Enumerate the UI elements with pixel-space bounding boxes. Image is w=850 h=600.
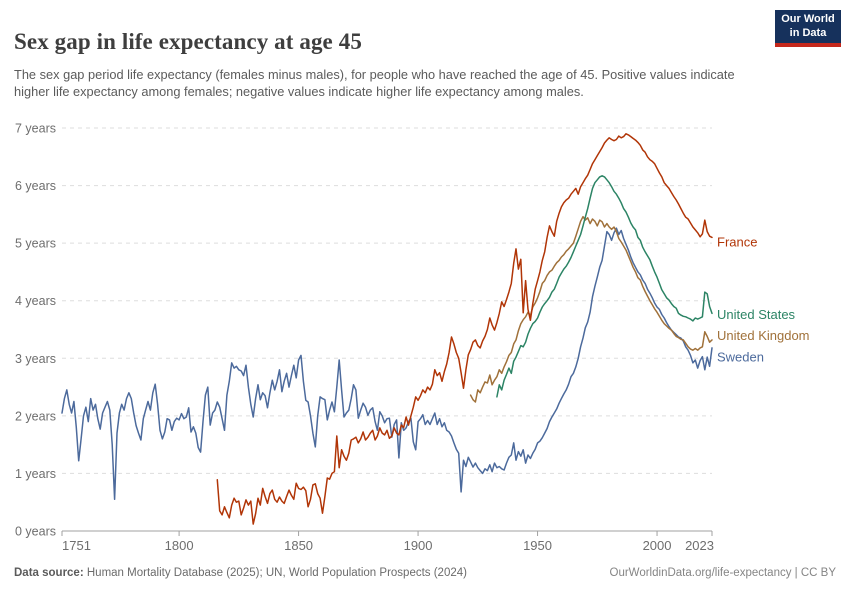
owid-logo[interactable]: Our World in Data [775,10,841,47]
chart-subtitle: The sex gap period life expectancy (fema… [14,66,735,100]
series-label-united-states[interactable]: United States [717,307,796,322]
page-title: Sex gap in life expectancy at age 45 [14,29,362,55]
y-tick-label: 0 years [15,525,56,539]
y-tick-label: 2 years [15,409,56,423]
x-tick-label: 2023 [685,538,714,553]
x-tick-label: 1850 [284,538,313,553]
y-tick-label: 6 years [15,179,56,193]
series-line-united-kingdom[interactable] [469,215,713,403]
footer-link[interactable]: OurWorldinData.org/life-expectancy | CC … [609,567,836,579]
series-label-united-kingdom[interactable]: United Kingdom [717,328,810,343]
x-tick-label: 1900 [404,538,433,553]
y-tick-label: 5 years [15,237,56,251]
x-tick-label: 1950 [523,538,552,553]
y-tick-label: 4 years [15,294,56,308]
data-source-label: Data source: [14,567,84,579]
x-tick-label: 1751 [62,538,91,553]
y-tick-label: 3 years [15,352,56,366]
series-line-france[interactable] [216,133,713,525]
series-label-sweden[interactable]: Sweden [717,350,764,365]
series-line-united-states[interactable] [496,175,713,398]
data-source-text: Human Mortality Database (2025); UN, Wor… [83,567,467,579]
y-tick-label: 7 years [15,122,56,136]
series-label-france[interactable]: France [717,234,757,249]
chart-footer: Data source: Human Mortality Database (2… [14,567,836,579]
x-tick-label: 2000 [643,538,672,553]
owid-logo-line2: in Data [789,26,827,39]
y-tick-label: 1 years [15,467,56,481]
data-source-note: Data source: Human Mortality Database (2… [14,567,467,579]
owid-logo-line1: Our World [781,13,835,26]
series-line-sweden[interactable] [61,227,713,501]
x-tick-label: 1800 [165,538,194,553]
